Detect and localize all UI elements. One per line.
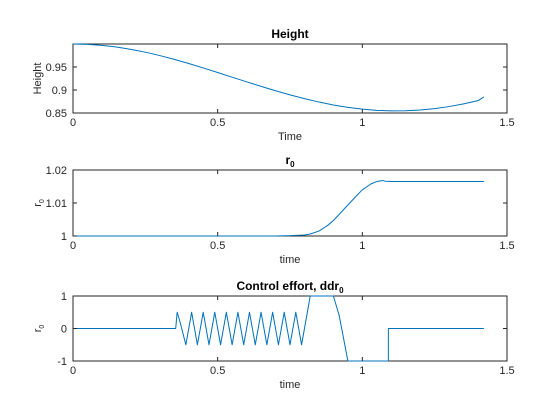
x-tick-label: 1.5 (499, 365, 514, 377)
chart-title-main: r (285, 153, 290, 167)
y-axis-label-subscript: 0 (39, 325, 46, 329)
y-axis-label-subscript: 0 (39, 199, 46, 203)
x-axis-label: time (280, 379, 301, 391)
chart-title-main: Control effort, ddr (236, 279, 339, 293)
y-tick-label: 1.01 (46, 198, 67, 210)
x-axis-label: Time (278, 131, 302, 143)
chart-title: Control effort, ddr0 (236, 279, 344, 295)
x-tick-label: 0.5 (210, 240, 225, 252)
y-tick-label: 0.85 (46, 108, 67, 120)
x-tick-label: 1 (359, 117, 365, 129)
y-tick-label: 0.95 (46, 62, 67, 74)
y-axis-label-main: r (32, 328, 44, 332)
y-tick-label: 0 (61, 324, 67, 336)
x-tick-label: 1.5 (499, 117, 514, 129)
x-tick-label: 0 (70, 365, 76, 377)
chart-title-subscript: 0 (290, 160, 295, 169)
y-tick-label: 0.9 (52, 85, 67, 97)
y-axis-label: r0 (32, 325, 46, 333)
x-tick-label: 1 (359, 240, 365, 252)
series-line (73, 180, 484, 237)
y-axis-label-main: Height (32, 63, 44, 95)
x-tick-label: 0.5 (210, 117, 225, 129)
chart-title: Height (271, 27, 308, 41)
y-tick-label: 1.02 (46, 165, 67, 177)
chart-title-main: Height (271, 27, 308, 41)
y-axis-label-main: r (32, 203, 44, 207)
y-tick-label: 1 (61, 231, 67, 243)
series-line (72, 43, 485, 112)
x-tick-label: 0.5 (210, 365, 225, 377)
y-axis-label: Height (32, 63, 44, 95)
y-tick-label: 1 (61, 291, 67, 303)
y-axis-label: r0 (32, 199, 46, 207)
series-line (73, 295, 484, 362)
chart-title-subscript: 0 (339, 286, 344, 295)
y-tick-label: -1 (57, 356, 67, 368)
axes-box (72, 169, 508, 237)
axes-box (72, 43, 508, 114)
x-tick-label: 1.5 (499, 240, 514, 252)
x-tick-label: 1 (359, 365, 365, 377)
x-tick-label: 0 (70, 240, 76, 252)
x-tick-label: 0 (70, 117, 76, 129)
chart-title: r0 (285, 153, 295, 169)
x-axis-label: time (280, 254, 301, 266)
